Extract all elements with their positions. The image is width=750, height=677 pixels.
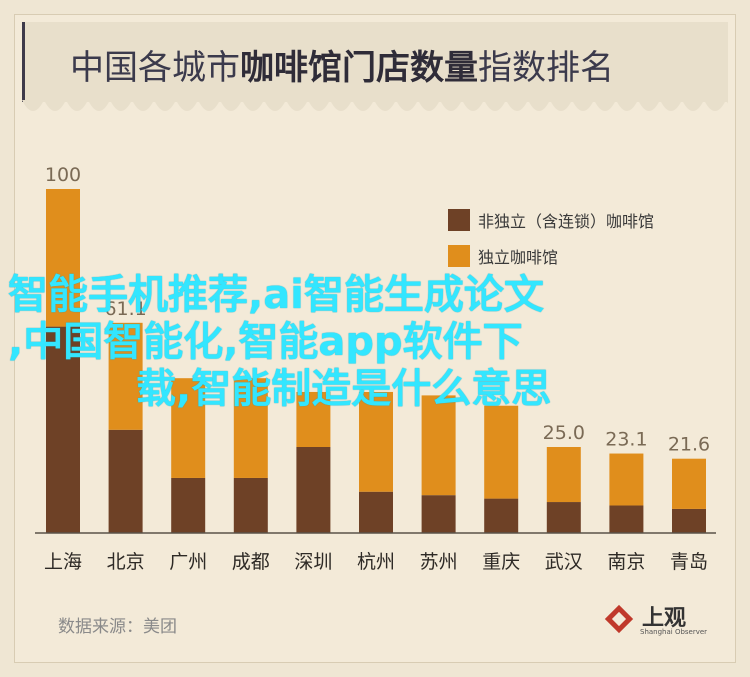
x-tick-label: 武汉 (545, 551, 583, 573)
source-note: 数据来源：美团 (58, 617, 177, 637)
publisher-logo-icon (604, 604, 634, 634)
bar-non-independent (171, 477, 206, 533)
bar-non-independent (484, 498, 519, 533)
scallop-segment (594, 100, 616, 111)
scallop-segment (374, 100, 396, 111)
scallop-segment (264, 100, 286, 111)
title-banner (22, 22, 728, 102)
scallop-segment (66, 100, 88, 111)
scallop-segment (484, 100, 506, 111)
bar-non-independent (46, 326, 80, 533)
scallop-segment (396, 100, 418, 111)
scallop-segment (550, 100, 572, 111)
bar-non-independent (359, 491, 393, 533)
title-part-3: 指数排名 (478, 48, 614, 88)
scallop-segment (660, 100, 682, 111)
scallop-segment (440, 100, 462, 111)
bar-independent (233, 378, 268, 478)
overlay-line-1: 智能手机推荐,ai智能生成论文 (8, 272, 544, 318)
bar-non-independent (296, 447, 331, 533)
bar-non-independent (546, 502, 581, 533)
legend-swatch-non-independent (448, 209, 470, 231)
bar-total-label: 23.1 (605, 429, 647, 451)
overlay-line-3: 载,智能制造是什么意思 (136, 366, 552, 412)
publisher-name: 上观 (642, 606, 687, 631)
scallop-segment (220, 100, 242, 111)
scallop-segment (704, 100, 726, 111)
scallop-segment (176, 100, 198, 111)
scallop-segment (286, 100, 308, 111)
legend-item-non-independent: 非独立（含连锁）咖啡馆 (448, 202, 654, 238)
scallop-segment (242, 100, 264, 111)
overlay-line-2: ,中国智能化,智能app软件下 (8, 319, 523, 365)
bar-total-label: 61.1 (104, 298, 146, 320)
bar-non-independent (672, 508, 706, 533)
x-tick-label: 成都 (232, 551, 270, 573)
bar-independent (171, 378, 206, 478)
scallop-segment (154, 100, 176, 111)
bar-independent (108, 322, 143, 430)
legend-item-independent: 独立咖啡馆 (448, 238, 654, 274)
scallop-segment (308, 100, 330, 111)
legend-label-non-independent: 非独立（含连锁）咖啡馆 (478, 212, 655, 231)
scallop-segment (132, 100, 154, 111)
bar-non-independent (421, 495, 456, 533)
bar-independent (46, 189, 80, 327)
title-part-2: 咖啡馆门店数量 (240, 48, 478, 88)
scallop-segment (88, 100, 110, 111)
chart-title: 中国各城市咖啡馆门店数量指数排名 (70, 40, 614, 89)
scallop-segment (726, 100, 728, 104)
scallop-segment (528, 100, 550, 111)
publisher-subtitle: Shanghai Observer (640, 628, 708, 636)
bar-non-independent (108, 429, 143, 533)
bar-total-label: 100 (45, 164, 81, 186)
scallop-segment (418, 100, 440, 111)
scallop-segment (352, 100, 374, 111)
scallop-segment (572, 100, 594, 111)
watermark-overlay-text: 智能手机推荐,ai智能生成论文 ,中国智能化,智能app软件下 载,智能制造是什… (8, 272, 668, 413)
scallop-segment (638, 100, 660, 111)
bar-independent (672, 458, 706, 509)
x-tick-label: 上海 (44, 551, 82, 573)
x-tick-label: 深圳 (294, 551, 332, 573)
scallop-segment (682, 100, 704, 111)
title-part-1: 中国各城市 (70, 48, 240, 88)
x-tick-label: 杭州 (357, 551, 395, 573)
scallop-segment (22, 100, 44, 111)
x-tick-label: 北京 (107, 551, 145, 573)
bar-independent (359, 391, 393, 492)
x-tick-label: 青岛 (670, 551, 708, 573)
bar-independent (296, 391, 331, 447)
bar-non-independent (233, 477, 268, 533)
scallop-segment (198, 100, 220, 111)
scallop-segment (462, 100, 484, 111)
scallop-segment (110, 100, 132, 111)
scallop-segment (44, 100, 66, 111)
legend: 非独立（含连锁）咖啡馆 独立咖啡馆 (448, 202, 654, 274)
bar-independent (546, 447, 581, 503)
scallop-segment (330, 100, 352, 111)
x-tick-label: 重庆 (482, 551, 520, 573)
bar-total-label: 21.6 (668, 434, 710, 456)
x-tick-label: 南京 (607, 551, 645, 573)
x-tick-label: 广州 (169, 551, 207, 573)
scallop-segment (506, 100, 528, 111)
x-tick-label: 苏州 (420, 551, 458, 573)
bar-independent (609, 453, 644, 506)
bar-independent (421, 395, 456, 496)
bar-total-label: 25.0 (543, 422, 585, 444)
bar-independent (484, 405, 519, 499)
legend-label-independent: 独立咖啡馆 (478, 248, 559, 267)
scallop-border (22, 100, 728, 111)
scallop-segment (616, 100, 638, 111)
bar-non-independent (609, 505, 644, 533)
legend-swatch-independent (448, 245, 470, 267)
